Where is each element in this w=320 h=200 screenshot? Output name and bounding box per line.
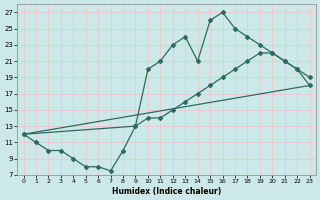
X-axis label: Humidex (Indice chaleur): Humidex (Indice chaleur) <box>112 187 221 196</box>
